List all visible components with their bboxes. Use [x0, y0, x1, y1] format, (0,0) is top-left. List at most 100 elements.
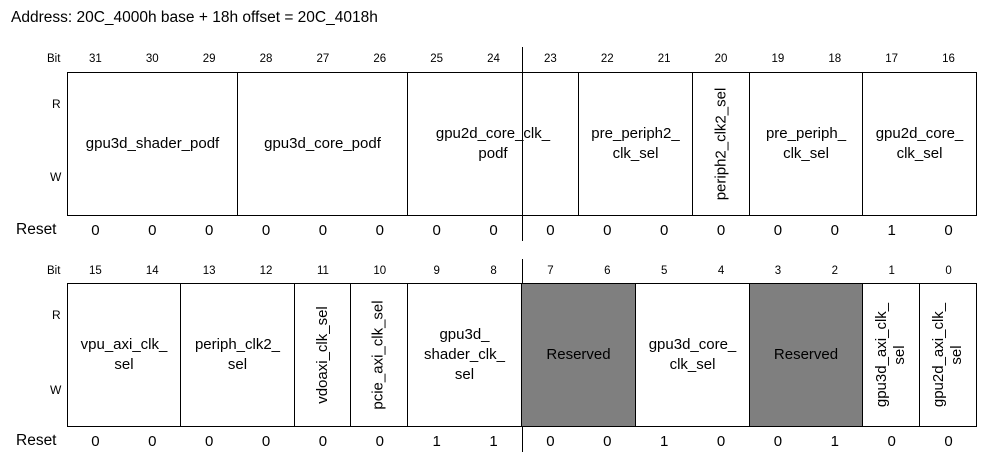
reset-value: 0	[261, 222, 271, 239]
field-gpu2d-core-clk-podf: gpu2d_core_clk_ podf	[407, 72, 579, 216]
reset-value: 0	[546, 433, 555, 450]
reset-value: 0	[261, 433, 271, 450]
bit-number: 1	[888, 265, 895, 277]
field-name: gpu2d_core_clk_ podf	[435, 125, 551, 162]
reset-value: 0	[91, 433, 100, 450]
reset-value: 0	[944, 433, 953, 450]
field-name: pcie_axi_clk_sel	[370, 300, 388, 410]
bit-number: 17	[885, 53, 899, 65]
field-name: gpu3d_core_ clk_sel	[648, 336, 737, 373]
bit-number: 27	[316, 53, 330, 65]
reset-value: 0	[773, 222, 783, 239]
bit-number: 23	[544, 53, 557, 65]
field-name: gpu3d_axi_clk_ sel	[873, 302, 908, 408]
bit-number: 12	[259, 265, 273, 277]
reset-value: 1	[489, 433, 498, 450]
reset-value: 0	[375, 222, 384, 239]
field-gpu3d-axi-clk-sel: gpu3d_axi_clk_ sel	[862, 283, 920, 427]
field-name: pre_periph2_ clk_sel	[591, 125, 680, 162]
bit-label: Bit	[47, 53, 61, 65]
byte-divider	[522, 47, 523, 241]
bit-number: 30	[145, 53, 159, 65]
bit-number: 4	[717, 265, 725, 277]
field-name: gpu3d_ shader_clk_ sel	[424, 326, 505, 383]
reset-value: 0	[830, 222, 839, 239]
reset-value: 1	[432, 433, 441, 450]
field-gpu3d-shader-clk-sel: gpu3d_ shader_clk_ sel	[407, 283, 522, 427]
bit-number: 31	[89, 53, 102, 65]
bit-number: 19	[771, 53, 785, 65]
field-name: gpu3d_core_podf	[264, 135, 381, 152]
bit-number: 3	[774, 265, 782, 277]
reset-value: 1	[887, 222, 896, 239]
bit-number: 24	[487, 53, 500, 65]
field-name: vpu_axi_clk_ sel	[80, 336, 168, 373]
reset-value: 0	[148, 222, 157, 239]
bit-number: 29	[202, 53, 216, 65]
field-gpu3d-core-clk-sel: gpu3d_core_ clk_sel	[635, 283, 750, 427]
field-gpu3d-core-podf: gpu3d_core_podf	[237, 72, 408, 216]
bit-number: 28	[259, 53, 273, 65]
bit-number: 15	[89, 265, 102, 277]
bit-number: 0	[945, 265, 952, 277]
reset-value: 0	[660, 222, 669, 239]
field-name: Reserved	[546, 346, 611, 363]
field-gpu2d-core-clk-sel: gpu2d_core_ clk_sel	[862, 72, 977, 216]
bit-number: 11	[316, 265, 329, 277]
reset-value: 0	[944, 222, 953, 239]
reset-value: 0	[205, 433, 214, 450]
field-pre-periph-clk-sel: pre_periph_ clk_sel	[749, 72, 863, 216]
reset-value: 0	[716, 222, 726, 239]
field-name: gpu3d_shader_podf	[85, 135, 220, 152]
bit-number: 21	[657, 53, 671, 65]
bit-number: 5	[660, 265, 668, 277]
field-name: periph2_clk2_sel	[712, 87, 730, 201]
bit-number: 26	[373, 53, 387, 65]
field-gpu3d-shader-podf: gpu3d_shader_podf	[67, 72, 238, 216]
reset-value: 0	[489, 222, 498, 239]
field-gpu2d-axi-clk-sel: gpu2d_axi_clk_ sel	[919, 283, 977, 427]
reset-value: 0	[375, 433, 384, 450]
bit-number: 22	[600, 53, 614, 65]
field-pre-periph2-clk-sel: pre_periph2_ clk_sel	[578, 72, 693, 216]
field-name: Reserved	[773, 346, 839, 363]
bit-label: Bit	[47, 265, 61, 277]
bit-number: 16	[942, 53, 955, 65]
field-pcie-axi-clk-sel: pcie_axi_clk_sel	[350, 283, 408, 427]
reset-value: 0	[603, 222, 612, 239]
field-name: vdoaxi_clk_sel	[313, 306, 331, 404]
field-vdoaxi-clk-sel: vdoaxi_clk_sel	[294, 283, 351, 427]
reset-value: 0	[887, 433, 896, 450]
reset-label: Reset	[16, 221, 57, 238]
bit-number: 6	[604, 265, 611, 277]
field-name: periph_clk2_ sel	[194, 336, 281, 373]
reset-value: 0	[205, 222, 214, 239]
bit-number: 10	[373, 265, 387, 277]
bit-number: 2	[831, 265, 839, 277]
bit-number: 25	[430, 53, 444, 65]
write-label: W	[50, 383, 62, 397]
reset-value: 0	[148, 433, 157, 450]
reset-value: 0	[716, 433, 726, 450]
read-label: R	[52, 308, 61, 322]
field-periph-clk2-sel: periph_clk2_ sel	[180, 283, 295, 427]
field-vpu-axi-clk-sel: vpu_axi_clk_ sel	[67, 283, 181, 427]
reset-value: 1	[830, 433, 839, 450]
bit-number: 8	[490, 265, 497, 277]
field-reserved: Reserved	[521, 283, 636, 427]
read-label: R	[52, 97, 61, 111]
bit-number: 9	[433, 265, 440, 277]
bit-number: 7	[547, 265, 554, 277]
reset-value: 0	[773, 433, 783, 450]
bit-number: 14	[145, 265, 159, 277]
bit-number: 18	[828, 53, 842, 65]
field-reserved: Reserved	[749, 283, 863, 427]
reset-value: 0	[91, 222, 100, 239]
reset-value: 0	[432, 222, 441, 239]
bit-number: 13	[202, 265, 216, 277]
register-address: Address: 20C_4000h base + 18h offset = 2…	[11, 9, 378, 26]
field-name: gpu2d_axi_clk_ sel	[930, 302, 965, 408]
reset-label: Reset	[16, 432, 57, 449]
write-label: W	[50, 170, 62, 184]
reset-value: 0	[546, 222, 555, 239]
